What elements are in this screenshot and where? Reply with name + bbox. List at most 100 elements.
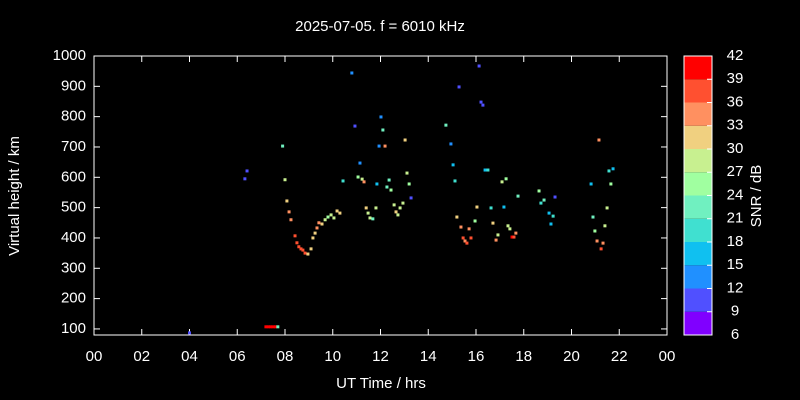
data-point — [371, 217, 375, 221]
colorbar-tick-label: 24 — [727, 186, 744, 203]
data-point — [295, 241, 299, 245]
data-point — [504, 177, 508, 181]
colorbar-tick-label: 42 — [727, 47, 744, 64]
data-point — [326, 215, 330, 219]
data-point — [283, 178, 287, 182]
y-tick-label: 800 — [61, 108, 86, 125]
data-point — [271, 325, 275, 329]
data-point — [508, 227, 512, 231]
data-point — [320, 222, 324, 226]
colorbar-band — [684, 149, 712, 173]
data-point — [500, 180, 504, 184]
data-point — [285, 199, 289, 203]
colorbar-tick-label: 27 — [727, 163, 744, 180]
data-point — [467, 227, 471, 231]
data-point — [516, 194, 520, 198]
data-point — [350, 71, 354, 75]
x-tick-label: 04 — [181, 348, 198, 365]
data-point — [383, 144, 387, 148]
chart-title: 2025-07-05. f = 6010 kHz — [295, 18, 465, 35]
colorbar-band — [684, 125, 712, 149]
data-point — [469, 236, 473, 240]
data-point — [303, 251, 307, 255]
data-point — [385, 185, 389, 189]
data-point — [375, 182, 379, 186]
colorbar-band — [684, 218, 712, 242]
data-point — [243, 177, 247, 181]
colorbar-tick-label: 33 — [727, 117, 744, 134]
data-point — [341, 179, 345, 183]
data-point — [377, 144, 381, 148]
data-point — [281, 144, 285, 148]
data-point — [273, 325, 277, 329]
data-point — [313, 231, 317, 235]
data-point — [461, 236, 465, 240]
x-tick-label: 22 — [611, 348, 628, 365]
data-point — [245, 169, 249, 173]
data-point — [306, 252, 310, 256]
colorbar-band — [684, 172, 712, 196]
data-point — [311, 236, 315, 240]
colorbar-band — [684, 288, 712, 312]
data-point — [510, 235, 514, 239]
y-axis-label: Virtual height / km — [6, 136, 23, 256]
data-point — [514, 231, 518, 235]
y-tick-label: 100 — [61, 320, 86, 337]
data-point — [394, 210, 398, 214]
x-tick-label: 06 — [229, 348, 246, 365]
data-point — [403, 138, 407, 142]
data-point — [506, 224, 510, 228]
data-point — [605, 206, 609, 210]
data-point — [455, 215, 459, 219]
x-tick-label: 00 — [86, 348, 103, 365]
data-point — [379, 115, 383, 119]
data-point — [597, 138, 601, 142]
colorbar-band — [684, 79, 712, 103]
data-point — [409, 196, 413, 200]
colorbar-tick-label: 9 — [731, 303, 739, 320]
colorbar-tick-label: 12 — [727, 279, 744, 296]
data-point — [593, 229, 597, 233]
y-tick-label: 200 — [61, 290, 86, 307]
data-point — [473, 219, 477, 223]
data-point — [547, 211, 551, 215]
data-point — [542, 198, 546, 202]
colorbar-tick-label: 18 — [727, 233, 744, 250]
data-point — [603, 224, 607, 228]
data-point — [595, 239, 599, 243]
colorbar-tick-label: 30 — [727, 140, 744, 157]
y-tick-label: 1000 — [53, 47, 86, 64]
data-point — [315, 226, 319, 230]
data-point — [496, 233, 500, 237]
data-point — [360, 177, 364, 181]
data-point — [389, 188, 393, 192]
data-point — [457, 85, 461, 89]
data-point — [465, 241, 469, 245]
data-point — [609, 182, 613, 186]
colorbar-band — [684, 265, 712, 289]
data-point — [396, 213, 400, 217]
data-point — [338, 211, 342, 215]
data-point — [477, 64, 481, 68]
data-point — [489, 206, 493, 210]
colorbar-tick-label: 39 — [727, 70, 744, 87]
x-tick-label: 10 — [324, 348, 341, 365]
data-point — [269, 325, 273, 329]
colorbar-tick-label: 36 — [727, 93, 744, 110]
data-point — [358, 161, 362, 165]
y-tick-label: 300 — [61, 259, 86, 276]
data-point — [188, 331, 191, 335]
data-point — [366, 211, 370, 215]
data-point — [374, 206, 378, 210]
data-point — [381, 128, 385, 132]
data-point — [494, 238, 498, 242]
colorbar-label: SNR / dB — [748, 165, 765, 228]
data-point — [323, 218, 327, 222]
data-point — [463, 239, 467, 243]
y-tick-label: 700 — [61, 138, 86, 155]
x-tick-label: 16 — [468, 348, 485, 365]
data-point — [599, 247, 603, 251]
data-point — [491, 221, 495, 225]
